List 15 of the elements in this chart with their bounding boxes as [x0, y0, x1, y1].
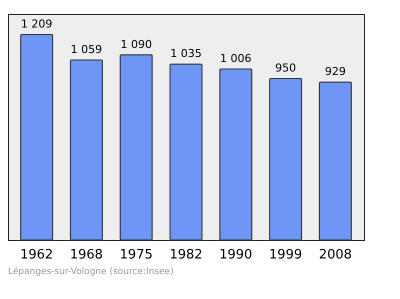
- data-label: 1 059: [70, 43, 102, 56]
- x-tick-label: 2008: [318, 248, 352, 262]
- x-tick-label: 1990: [219, 248, 252, 262]
- x-tick-label: 1968: [70, 248, 103, 262]
- data-label: 1 035: [170, 47, 202, 60]
- x-tick-label: 1962: [20, 248, 54, 262]
- data-label: 1 006: [220, 52, 252, 66]
- x-tick-label: 1982: [169, 248, 203, 262]
- data-label: 1 090: [120, 38, 152, 51]
- data-label: 929: [324, 65, 346, 78]
- x-tick-label: 1999: [269, 248, 302, 262]
- data-label: 950: [275, 62, 296, 75]
- text: Lépanges-sur-Vologne (source:Insee): [8, 266, 174, 277]
- data-label: 1 209: [20, 18, 52, 31]
- x-tick-label: 1975: [120, 248, 153, 262]
